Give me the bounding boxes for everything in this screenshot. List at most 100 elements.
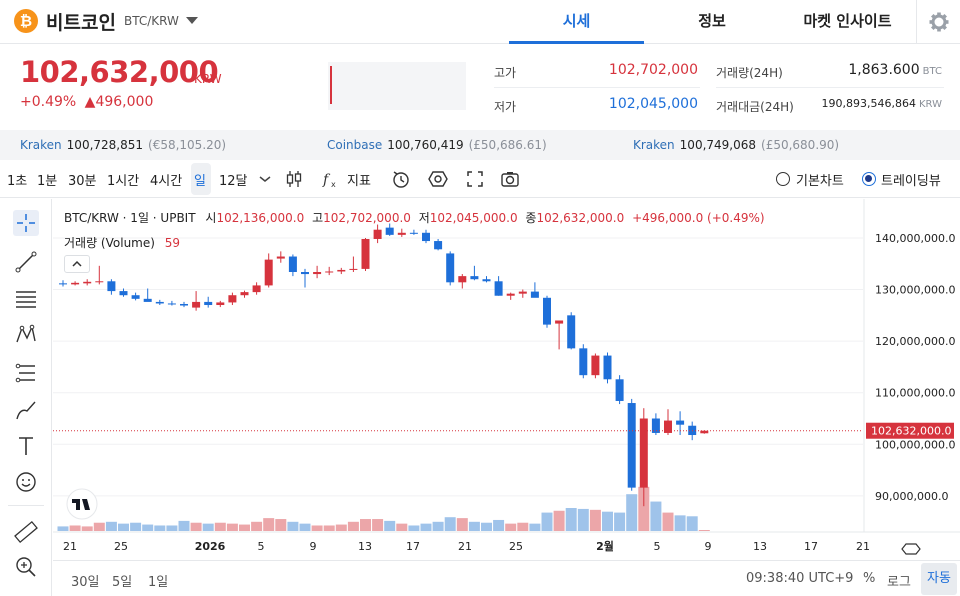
volume-value: 59 xyxy=(164,236,181,250)
volume-bar xyxy=(589,509,601,531)
settings-button[interactable] xyxy=(916,0,960,44)
volume-bar xyxy=(275,519,287,531)
volume-bar xyxy=(166,525,178,531)
timeframe-1m[interactable]: 1분 xyxy=(37,174,58,189)
candle-body xyxy=(700,430,709,434)
y-tick-label: 90,000,000.0 xyxy=(875,490,948,503)
volume-label: 거래량 (Volume) xyxy=(64,236,155,250)
candle-body xyxy=(349,268,358,270)
volume-bar xyxy=(299,523,311,531)
volume-bar xyxy=(408,525,420,531)
legend-low-label: 저 xyxy=(418,211,430,225)
timeframe-1h[interactable]: 1시간 xyxy=(107,174,140,189)
volume-bar xyxy=(57,526,69,531)
coin-pair: BTC/KRW xyxy=(124,14,179,28)
tab-info[interactable]: 정보 xyxy=(698,12,726,30)
volume-bar xyxy=(638,486,650,531)
volume-bar xyxy=(686,516,698,531)
exchange-name[interactable]: Kraken xyxy=(633,138,675,152)
candle-body xyxy=(95,281,104,283)
volume-bar xyxy=(372,519,384,531)
candle-body xyxy=(676,420,685,425)
x-tick-label: 5 xyxy=(654,540,661,553)
timeframe-1d[interactable]: 일 xyxy=(194,174,206,189)
volume-bar xyxy=(178,520,190,531)
brush-tool[interactable] xyxy=(13,397,39,423)
camera-icon[interactable] xyxy=(499,168,521,190)
basic-chart-label[interactable]: 기본차트 xyxy=(796,174,844,189)
svg-text:f: f xyxy=(322,172,331,188)
volume-bar xyxy=(468,521,480,531)
exchange-fiat: (£50,680.90) xyxy=(761,138,840,152)
volume-legend: 거래량 (Volume) 59 xyxy=(64,234,180,251)
percent-toggle[interactable]: % xyxy=(863,571,876,586)
axis-settings-icon[interactable] xyxy=(901,543,921,555)
candle-body xyxy=(434,241,443,250)
volume-bar xyxy=(263,518,275,531)
emoji-tool[interactable] xyxy=(13,469,39,495)
prediction-tool[interactable] xyxy=(13,360,39,386)
collapse-legend-button[interactable] xyxy=(64,255,90,273)
volume-bar xyxy=(456,518,468,531)
tab-market-insight[interactable]: 마켓 인사이트 xyxy=(803,12,892,30)
tradingview-radio[interactable] xyxy=(862,172,876,186)
trend-line-tool[interactable] xyxy=(13,249,39,275)
exchange-price: 100,749,068 xyxy=(679,138,757,152)
volume-bar xyxy=(105,521,117,531)
coin-name[interactable]: 비트코인 xyxy=(46,12,116,34)
candle-body xyxy=(397,232,406,235)
mini-chart xyxy=(328,62,466,110)
pattern-tool[interactable] xyxy=(13,322,39,348)
chart-bottom-bar: 30일 5일 1일 09:38:40 UTC+9 % 로그 자동 xyxy=(53,560,960,596)
exchange-name[interactable]: Coinbase xyxy=(327,138,383,152)
exchange-item: Kraken 100,728,851 (€58,105.20) xyxy=(20,130,226,160)
indicator-button[interactable]: 지표 xyxy=(347,174,371,189)
volume-bar xyxy=(226,523,238,531)
volume-bar xyxy=(493,519,505,531)
range-1d[interactable]: 1일 xyxy=(148,575,169,590)
candle-body xyxy=(385,227,394,235)
text-tool[interactable] xyxy=(13,433,39,459)
exchange-name[interactable]: Kraken xyxy=(20,138,62,152)
timeframe-12mo[interactable]: 12달 xyxy=(219,174,248,189)
price-chart[interactable]: 140,000,000.0 130,000,000.0 120,000,000.0 1… xyxy=(53,199,960,560)
volume-bar xyxy=(698,530,710,531)
tab-price[interactable]: 시세 xyxy=(509,0,644,44)
x-tick-label: 17 xyxy=(406,540,420,553)
candle-body xyxy=(506,293,515,296)
crosshair-tool[interactable] xyxy=(13,210,39,236)
candlestick-type-icon[interactable] xyxy=(283,168,305,190)
candle-body xyxy=(639,418,648,488)
volume-bar xyxy=(347,521,359,531)
fib-tool[interactable] xyxy=(13,285,39,311)
fullscreen-icon[interactable] xyxy=(464,168,486,190)
gear-icon xyxy=(929,12,949,32)
range-5d[interactable]: 5일 xyxy=(112,575,133,590)
basic-chart-radio[interactable] xyxy=(776,172,790,186)
range-30d[interactable]: 30일 xyxy=(71,575,100,590)
low-value: 102,045,000 xyxy=(608,96,698,112)
timeframe-4h[interactable]: 4시간 xyxy=(150,174,183,189)
legend-high: 102,702,000.0 xyxy=(323,211,411,225)
candle-body xyxy=(301,272,309,275)
tradingview-label[interactable]: 트레이딩뷰 xyxy=(881,174,941,189)
legend-open: 102,136,000.0 xyxy=(216,211,305,225)
hexagon-settings-icon[interactable] xyxy=(427,168,449,190)
volume-bar xyxy=(420,523,432,531)
volume-bar xyxy=(335,524,347,531)
zoom-tool[interactable] xyxy=(13,554,39,580)
chevron-down-icon[interactable] xyxy=(254,168,276,190)
log-toggle[interactable]: 로그 xyxy=(887,575,911,590)
tradingview-logo-icon[interactable] xyxy=(66,488,98,520)
alert-clock-icon[interactable] xyxy=(390,168,412,190)
chevron-down-icon[interactable] xyxy=(186,17,198,24)
candle-body xyxy=(131,295,140,299)
candle-body xyxy=(276,256,285,259)
candle-body xyxy=(494,281,503,296)
measure-tool[interactable] xyxy=(13,519,39,545)
volume-bar xyxy=(553,510,565,531)
timeframe-30m[interactable]: 30분 xyxy=(68,174,97,189)
timeframe-1s[interactable]: 1초 xyxy=(7,174,28,189)
auto-scale-toggle[interactable]: 자동 xyxy=(921,563,957,595)
